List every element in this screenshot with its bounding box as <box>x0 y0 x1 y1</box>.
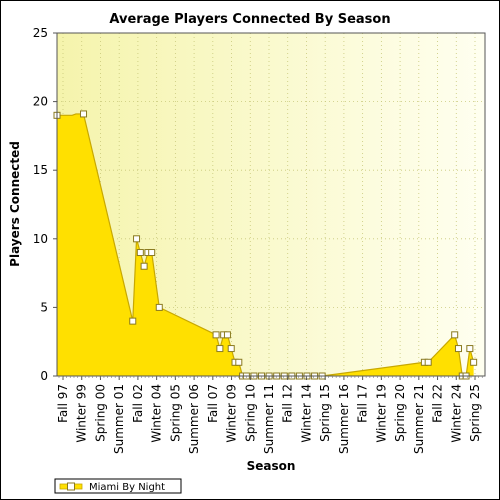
x-tick-label: Spring 25 <box>468 384 482 442</box>
x-tick-label: Fall 07 <box>206 384 220 423</box>
x-tick-label: Spring 00 <box>93 384 107 442</box>
x-tick-label: Fall 17 <box>356 384 370 423</box>
y-axis-title: Players Connected <box>8 141 22 267</box>
data-point-marker <box>470 358 478 366</box>
x-tick-label: Summer 21 <box>412 384 426 454</box>
x-tick-label: Summer 11 <box>262 384 276 454</box>
legend-marker <box>67 482 75 491</box>
legend: Miami By Night <box>54 478 182 494</box>
x-tick-label: Winter 14 <box>299 384 313 443</box>
data-point-marker <box>424 358 432 366</box>
x-tick-label: Winter 24 <box>449 384 463 443</box>
x-tick-label: Summer 16 <box>337 384 351 454</box>
x-tick-label: Winter 04 <box>150 384 164 443</box>
x-tick-label: Winter 99 <box>75 384 89 443</box>
data-point-marker <box>227 345 235 353</box>
y-tick-label: 5 <box>40 300 48 314</box>
x-tick-label: Spring 15 <box>318 384 332 442</box>
data-point-marker <box>136 249 144 257</box>
data-point-marker <box>216 345 224 353</box>
data-point-marker <box>155 303 163 311</box>
x-tick-label: Summer 01 <box>112 384 126 454</box>
x-tick-label: Spring 20 <box>393 384 407 442</box>
y-tick-label: 10 <box>33 232 48 246</box>
chart-title: Average Players Connected By Season <box>109 12 390 27</box>
grid-lines <box>57 33 485 376</box>
data-point-marker <box>235 358 243 366</box>
x-tick-label: Fall 02 <box>131 384 145 423</box>
data-point-marker <box>140 262 148 270</box>
y-tick-label: 0 <box>40 369 48 383</box>
data-point-marker <box>212 331 220 339</box>
data-point-marker <box>454 345 462 353</box>
y-tick-label: 20 <box>33 95 48 109</box>
data-point-marker <box>148 249 156 257</box>
y-tick-label: 15 <box>33 163 48 177</box>
data-point-marker <box>133 235 141 243</box>
x-tick-label: Summer 06 <box>187 384 201 454</box>
data-point-marker <box>223 331 231 339</box>
x-tick-label: Fall 12 <box>281 384 295 423</box>
x-tick-label: Winter 09 <box>225 384 239 443</box>
y-tick-label: 25 <box>33 26 48 40</box>
data-point-marker <box>466 345 474 353</box>
x-tick-label: Spring 05 <box>168 384 182 442</box>
x-tick-label: Spring 10 <box>243 384 257 442</box>
x-axis-title: Season <box>247 459 296 473</box>
x-axis: Fall 97 Winter 99 Spring 00 Summer 01 Fall 0… <box>56 376 483 454</box>
x-tick-label: Fall 22 <box>431 384 445 423</box>
data-point-marker <box>451 331 459 339</box>
x-tick-label: Winter 19 <box>374 384 388 443</box>
plot-frame <box>56 32 486 377</box>
legend-label-series: Miami By Night <box>89 482 165 493</box>
x-tick-label: Fall 97 <box>56 384 70 423</box>
y-axis: 0 5 10 15 20 25 <box>33 26 57 383</box>
legend-box <box>54 478 182 494</box>
data-point-marker <box>129 317 137 325</box>
data-point-marker <box>80 110 88 118</box>
